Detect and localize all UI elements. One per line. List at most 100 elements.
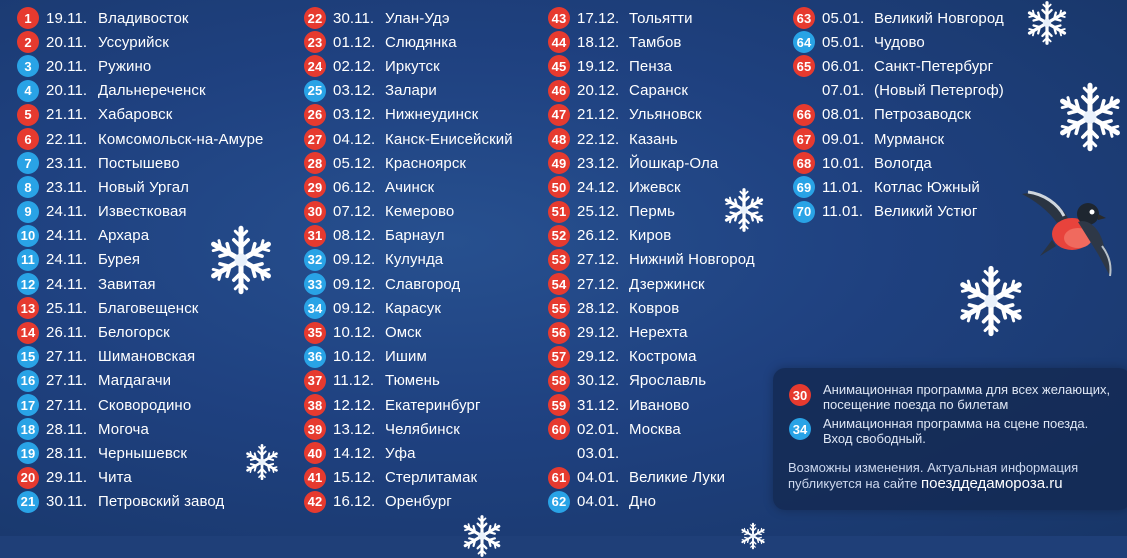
stop-city: Архара xyxy=(98,227,150,245)
stop-city: Сковородино xyxy=(98,396,192,414)
stop-number-badge: 5 xyxy=(17,103,39,126)
stop-city: Ижевск xyxy=(629,178,681,196)
stop-date: 19.11. xyxy=(46,9,88,27)
schedule-row: 17 27.11. Сковородино xyxy=(17,393,263,417)
schedule-row: 27 04.12. Канск-Енисейский xyxy=(304,127,513,151)
stop-city: Залари xyxy=(385,82,437,100)
stop-date: 09.01. xyxy=(822,130,865,148)
stop-number-badge: 10 xyxy=(17,224,39,247)
schedule-row: 31 08.12. Барнаул xyxy=(304,224,513,248)
stop-number-badge: 42 xyxy=(304,490,326,513)
stop-number-badge: 3 xyxy=(17,55,39,78)
website-link[interactable]: поезддедамороза.ru xyxy=(921,475,1063,492)
stop-city: Великие Луки xyxy=(629,469,726,487)
stop-city: Нижний Новгород xyxy=(629,251,755,269)
stop-city: Дно xyxy=(629,493,657,511)
schedule-row: 45 19.12. Пенза xyxy=(548,54,755,78)
schedule-row: 53 27.12. Нижний Новгород xyxy=(548,248,755,272)
stop-date: 05.01. xyxy=(822,9,865,27)
schedule-row: 60 02.01. Москва xyxy=(548,417,755,441)
stop-city: Котлас Южный xyxy=(874,178,980,196)
stop-number-badge: 22 xyxy=(304,7,326,30)
stop-number-badge: 43 xyxy=(548,7,570,30)
stop-number-badge: 11 xyxy=(17,248,39,271)
stop-city: Новый Ургал xyxy=(98,178,190,196)
stop-date: 29.12. xyxy=(577,348,620,366)
schedule-row: 61 04.01. Великие Луки xyxy=(548,466,755,490)
stop-city: Пенза xyxy=(629,57,673,75)
stop-number-badge: 32 xyxy=(304,248,326,271)
stop-number-badge: 17 xyxy=(17,394,39,417)
legend-text-ticketed: Анимационная программа для всех желающих… xyxy=(823,382,1111,412)
stop-city: Хабаровск xyxy=(98,106,173,124)
stop-number-badge: 29 xyxy=(304,176,326,199)
stop-number-badge: 65 xyxy=(793,55,815,78)
stop-date: 12.12. xyxy=(333,396,376,414)
stop-date: 20.11. xyxy=(46,82,88,100)
stop-date: 11.12. xyxy=(333,372,375,390)
schedule-row: 63 05.01. Великий Новгород xyxy=(793,6,1004,30)
stop-city: Ульяновск xyxy=(629,106,702,124)
schedule-row: 43 17.12. Тольятти xyxy=(548,6,755,30)
stop-city: Кемерово xyxy=(385,203,455,221)
stop-date: 31.12. xyxy=(577,396,620,414)
stop-date: 24.11. xyxy=(46,275,88,293)
legend-note-line1: Возможны изменения. Актуальная информаци… xyxy=(788,460,1079,475)
stop-number-badge: 38 xyxy=(304,394,326,417)
stop-number-badge: 15 xyxy=(17,345,39,368)
stop-city: Комсомольск-на-Амуре xyxy=(98,130,264,148)
stop-number-badge: 59 xyxy=(548,394,570,417)
bullfinch-bird-icon xyxy=(1022,190,1112,277)
stop-date: 09.12. xyxy=(333,251,376,269)
stop-city: Ружино xyxy=(98,57,152,75)
schedule-row: 38 12.12. Екатеринбург xyxy=(304,393,513,417)
stop-number-badge: 36 xyxy=(304,345,326,368)
stop-city: Вологда xyxy=(874,154,932,172)
schedule-row: 11 24.11. Бурея xyxy=(17,248,263,272)
stop-date: 25.12. xyxy=(577,203,620,221)
legend-note-line2: публикуется на сайте xyxy=(788,476,918,491)
stop-city: Белогорск xyxy=(98,324,170,342)
schedule-row: 12 24.11. Завитая xyxy=(17,272,263,296)
stop-number-badge: 1 xyxy=(17,7,39,30)
legend-item-free: 34 Анимационная программа на сцене поезд… xyxy=(789,416,1113,446)
schedule-row: 7 23.11. Постышево xyxy=(17,151,263,175)
schedule-row: 57 29.12. Кострома xyxy=(548,345,755,369)
schedule-row: 44 18.12. Тамбов xyxy=(548,30,755,54)
stop-number-badge: 21 xyxy=(17,490,39,513)
stop-city: Тюмень xyxy=(385,372,440,390)
schedule-row: 18 28.11. Могоча xyxy=(17,417,263,441)
schedule-row: 58 30.12. Ярославль xyxy=(548,369,755,393)
schedule-row: 34 09.12. Карасук xyxy=(304,296,513,320)
stop-date: 09.12. xyxy=(333,299,376,317)
schedule-row: 32 09.12. Кулунда xyxy=(304,248,513,272)
stop-number-badge: 24 xyxy=(304,55,326,78)
stop-city: Ярославль xyxy=(629,372,707,390)
schedule-row: 20 29.11. Чита xyxy=(17,466,263,490)
schedule-row: 03.01. xyxy=(548,441,755,465)
stop-date: 20.11. xyxy=(46,33,88,51)
stop-date: 24.11. xyxy=(46,227,88,245)
schedule-row: 21 30.11. Петровский завод xyxy=(17,490,263,514)
stop-city: Мурманск xyxy=(874,130,945,148)
legend-note: Возможны изменения. Актуальная информаци… xyxy=(788,460,1078,492)
stop-number-badge: 51 xyxy=(548,200,570,223)
stop-date: 06.01. xyxy=(822,57,865,75)
stop-city: Чернышевск xyxy=(98,444,187,462)
stop-city: Завитая xyxy=(98,275,156,293)
schedule-row: 62 04.01. Дно xyxy=(548,490,755,514)
schedule-row: 56 29.12. Нерехта xyxy=(548,320,755,344)
stop-city: Уссурийск xyxy=(98,33,169,51)
stop-date: 02.12. xyxy=(333,57,376,75)
legend-text-free: Анимационная программа на сцене поезда. … xyxy=(823,416,1089,446)
stop-number-badge: 8 xyxy=(17,176,39,199)
stop-city: Нерехта xyxy=(629,324,688,342)
stop-number-badge: 55 xyxy=(548,297,570,320)
stop-city: Иваново xyxy=(629,396,690,414)
stop-city: Чита xyxy=(98,469,132,487)
snowflake-icon xyxy=(211,225,271,295)
schedule-row: 07.01. (Новый Петергоф) xyxy=(793,79,1004,103)
stop-number-badge: 6 xyxy=(17,128,39,151)
schedule-row: 6 22.11. Комсомольск-на-Амуре xyxy=(17,127,263,151)
stop-date: 10.12. xyxy=(333,348,376,366)
